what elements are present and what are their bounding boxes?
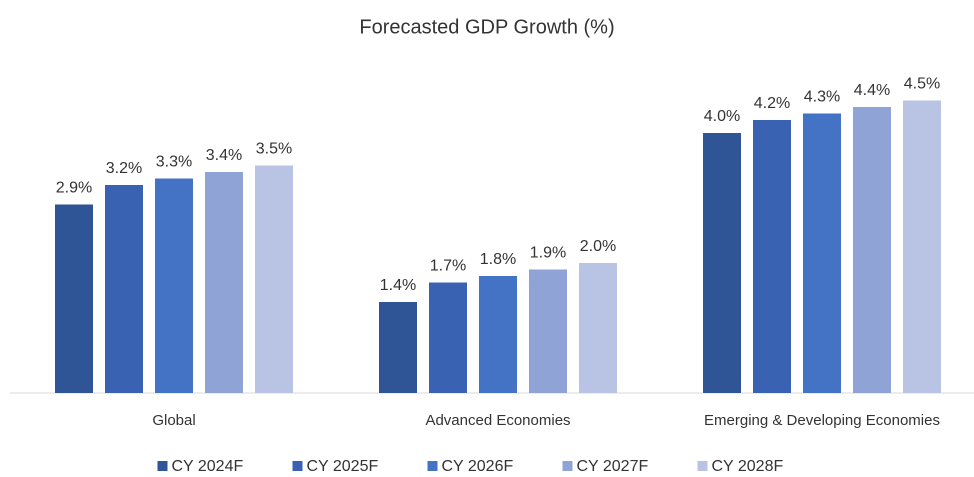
bar [529,269,567,393]
bar [479,276,517,393]
bar [853,107,891,393]
bar [579,263,617,393]
bar [55,204,93,393]
legend-swatch [292,461,303,471]
data-label: 4.3% [804,89,840,106]
bar [105,185,143,393]
legend-swatch [562,461,573,471]
legend-label: CY 2024F [172,458,244,475]
legend-label: CY 2025F [307,458,379,475]
bar [155,178,193,393]
chart-title: Forecasted GDP Growth (%) [359,16,614,38]
data-label: 1.9% [530,245,566,262]
data-label: 3.4% [206,147,242,164]
legend-label: CY 2026F [442,458,514,475]
bar [703,133,741,393]
legend-label: CY 2027F [577,458,649,475]
data-label: 4.4% [854,82,890,99]
bar [205,172,243,393]
legend-swatch [697,461,708,471]
bar [255,165,293,393]
legend-swatch [427,461,438,471]
data-label: 4.5% [904,76,940,93]
data-label: 3.3% [156,154,192,171]
bar [803,113,841,393]
data-label: 2.9% [56,180,92,197]
bar [429,282,467,393]
data-label: 4.2% [754,95,790,112]
x-tick-label: Global [152,412,195,429]
bar [753,120,791,393]
bar [903,100,941,393]
legend-label: CY 2028F [712,458,784,475]
data-label: 1.4% [380,277,416,294]
data-label: 1.7% [430,258,466,275]
x-tick-label: Advanced Economies [425,412,570,429]
bar [379,302,417,393]
data-label: 3.2% [106,160,142,177]
data-label: 1.8% [480,251,516,268]
data-label: 4.0% [704,108,740,125]
x-tick-label: Emerging & Developing Economies [704,412,940,429]
data-label: 3.5% [256,141,292,158]
data-label: 2.0% [580,238,616,255]
legend-swatch [157,461,168,471]
